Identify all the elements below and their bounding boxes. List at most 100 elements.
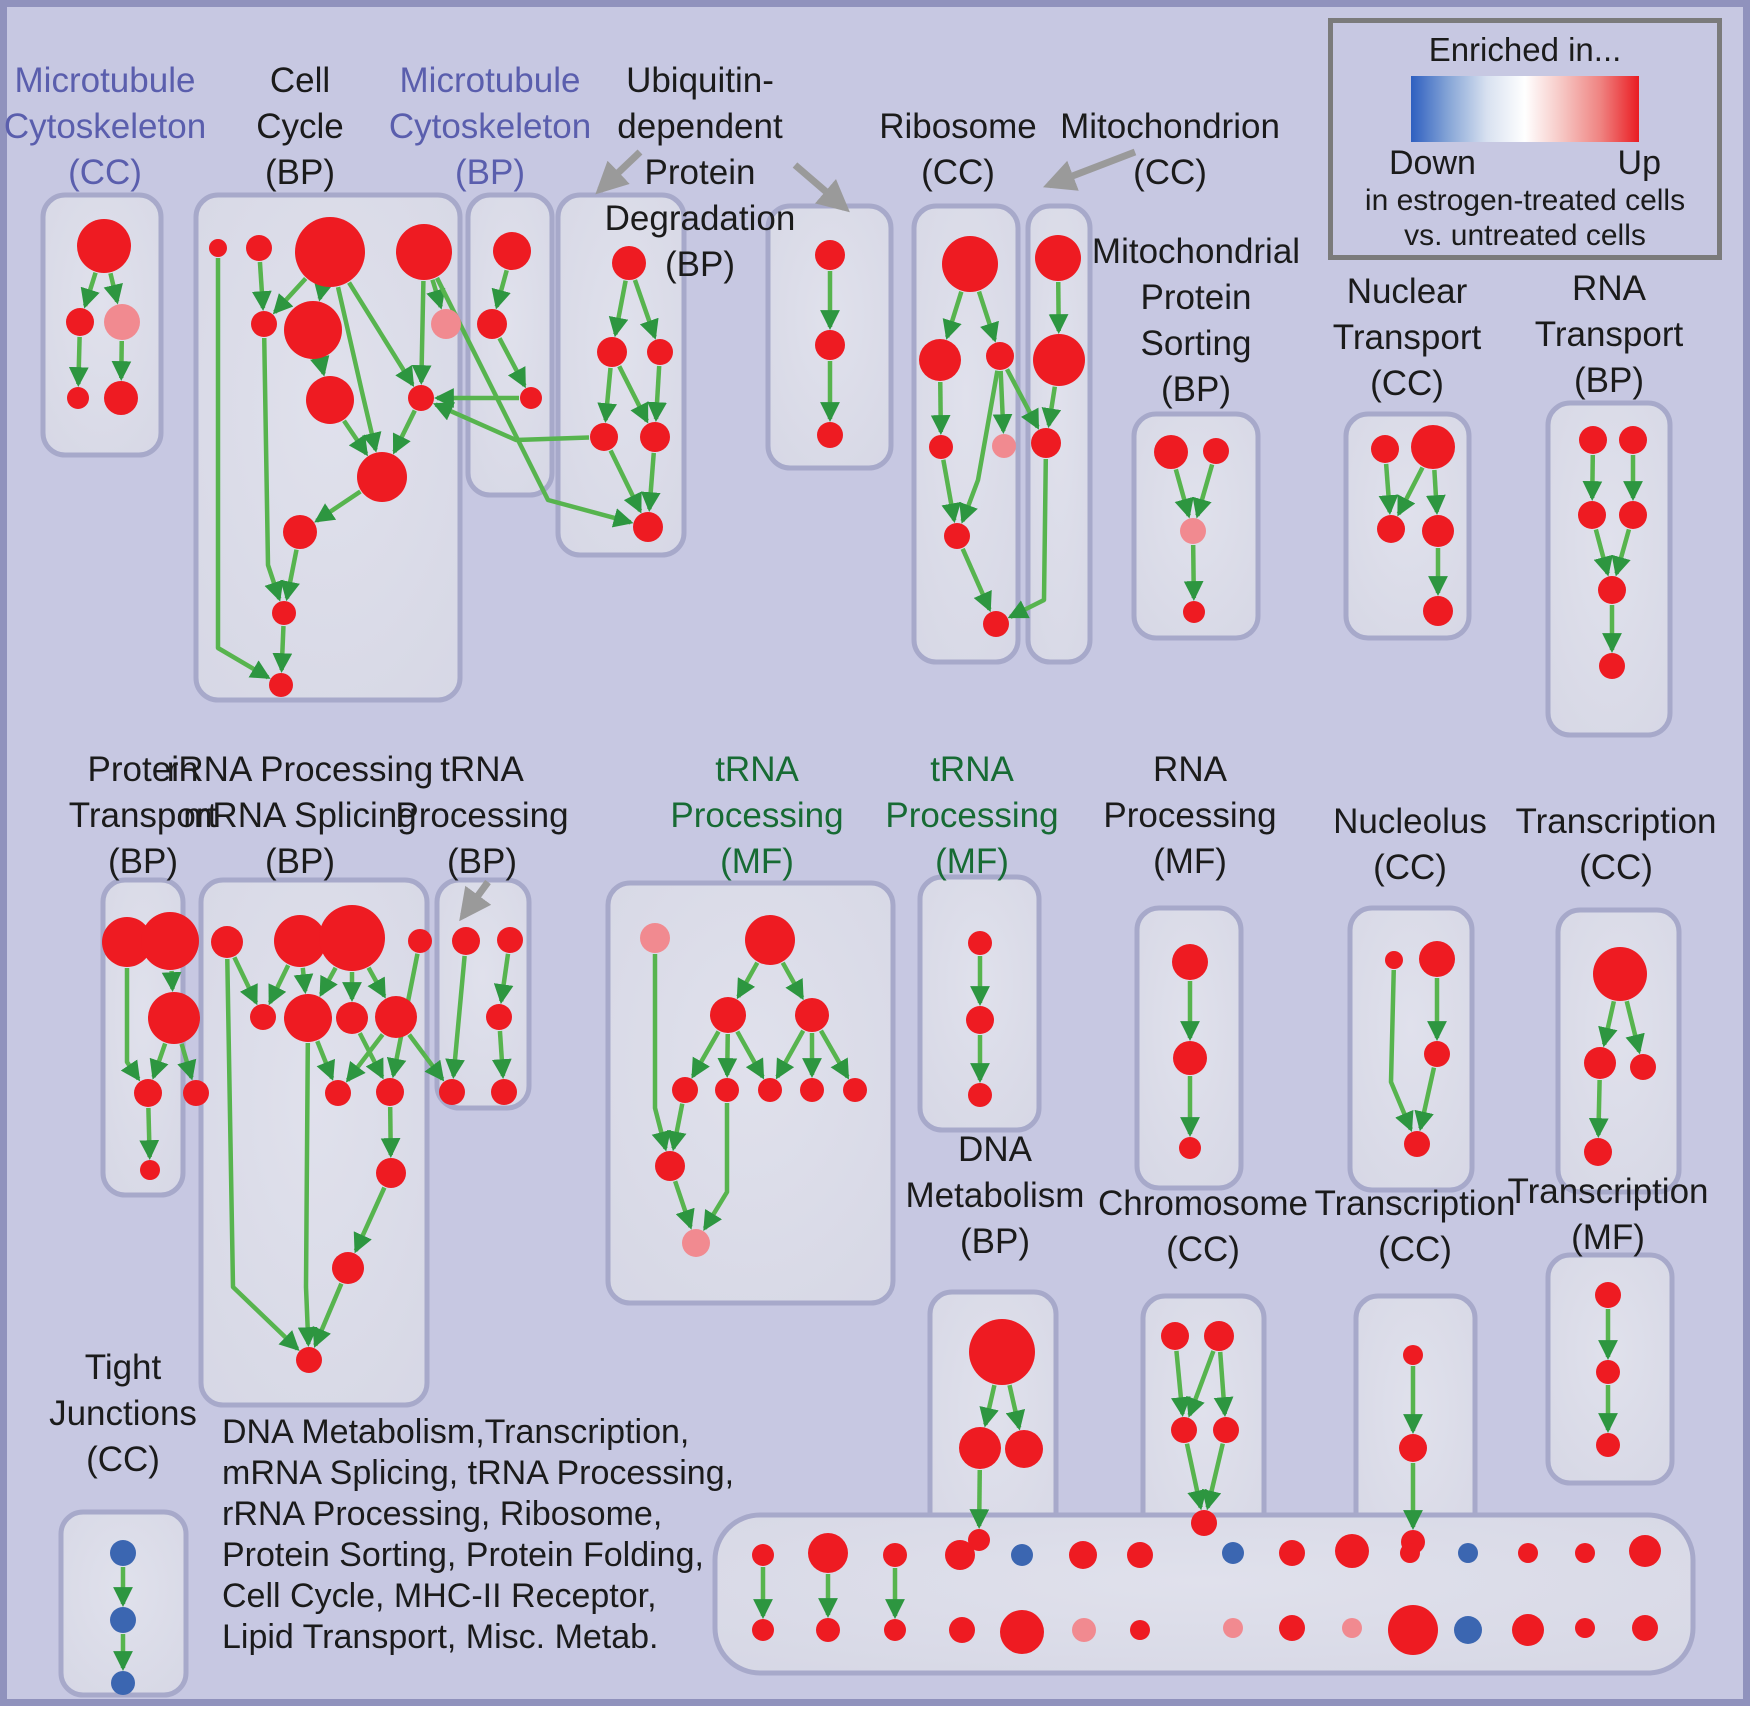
node-rr5: [284, 994, 332, 1042]
cluster-label-trna-mf-2: tRNA: [930, 750, 1014, 789]
node-pt0: [102, 917, 152, 967]
cluster-label-transcription-mf: Transcription: [1508, 1172, 1709, 1211]
node-tc0: [1593, 947, 1647, 1001]
misc-text-line: Cell Cycle, MHC-II Receptor,: [222, 1577, 657, 1615]
cluster-label-rna-processing: RNA: [1153, 750, 1228, 789]
node-ub3: [590, 423, 618, 451]
node-m12b: [1454, 1616, 1482, 1644]
node-m11a: [1400, 1543, 1420, 1563]
cluster-label-ubiquitin: Degradation: [605, 199, 796, 238]
node-nt4: [1423, 596, 1453, 626]
edge-rr2-rr7: [366, 966, 387, 999]
node-cc6: [431, 309, 461, 339]
node-ts2: [968, 1083, 992, 1107]
cluster-label-nucleolus: (CC): [1373, 848, 1447, 887]
node-mtc2: [104, 304, 140, 340]
misc-text-line: mRNA Splicing, tRNA Processing,: [222, 1454, 735, 1492]
node-tmf0: [1595, 1282, 1621, 1308]
cluster-label-rrna-mrna: mRNA Splicing: [183, 796, 416, 835]
node-rp1: [1173, 1041, 1207, 1075]
cluster-label-nuclear-transport: Transport: [1333, 318, 1482, 357]
cluster-box-transcription-cc-mid: [1555, 907, 1682, 1195]
legend: Enriched in... Down Up in estrogen-treat…: [1328, 18, 1722, 260]
cluster-label-mt-bp: Microtubule: [400, 61, 581, 100]
node-tm2: [710, 997, 746, 1033]
node-rr11: [332, 1252, 364, 1284]
edge-tm2-tm5: [717, 1033, 738, 1078]
cluster-label-transcription-cc-mid: Transcription: [1516, 802, 1717, 841]
edge-mtb0-mtb1: [491, 269, 511, 310]
node-ta1: [497, 927, 523, 953]
node-cc1: [246, 235, 272, 261]
node-m5b: [1000, 1610, 1044, 1654]
node-ta4: [491, 1079, 517, 1105]
node-m9b: [1279, 1615, 1305, 1641]
node-rr2: [319, 905, 385, 971]
edge-dm1-dm3: [969, 1469, 990, 1529]
node-nu1: [1419, 941, 1455, 977]
node-tm6: [758, 1078, 782, 1102]
edge-pt2-pt4: [177, 1043, 197, 1081]
node-mi0: [1035, 235, 1081, 281]
node-nt3: [1422, 515, 1454, 547]
node-m10a: [1335, 1534, 1369, 1568]
node-tm3: [795, 998, 829, 1032]
node-rp2: [1179, 1137, 1201, 1159]
misc-text-line: Lipid Transport, Misc. Metab.: [222, 1618, 659, 1656]
node-ts0: [968, 931, 992, 955]
node-tj1: [110, 1607, 136, 1633]
edge-nt0-nt2: [1378, 463, 1399, 516]
cluster-label-ubiquitin: Protein: [645, 153, 756, 192]
node-m4a: [945, 1540, 975, 1570]
node-nt1: [1411, 425, 1455, 469]
cluster-label-ubiquitin: Ubiquitin-: [626, 61, 774, 100]
edge-tm1-tm3: [780, 961, 805, 1001]
legend-title: Enriched in...: [1428, 31, 1622, 68]
node-tm7: [800, 1078, 824, 1102]
edge-rt2-rt4: [1593, 528, 1613, 577]
node-cc4: [251, 311, 277, 337]
node-cr2: [1171, 1417, 1197, 1443]
node-cr4: [1191, 1510, 1217, 1536]
node-m15a: [1629, 1535, 1661, 1567]
edge-cc3-cc6: [426, 279, 446, 310]
node-ta0: [452, 927, 480, 955]
edge-rb2-rb5: [959, 370, 1000, 524]
node-ms3: [1183, 601, 1205, 623]
node-ts1: [966, 1006, 994, 1034]
edge-rb1-rb3: [930, 381, 951, 435]
node-m10b: [1342, 1618, 1362, 1638]
node-tc2: [1630, 1054, 1656, 1080]
node-ub1: [597, 337, 627, 367]
cluster-label-transcription-cc-bot: Transcription: [1315, 1184, 1516, 1223]
edge-rb2-mi2: [1005, 368, 1040, 430]
edge-tm2-tm6: [735, 1030, 765, 1080]
node-m4b: [949, 1617, 975, 1643]
cluster-label-rna-transport: Transport: [1535, 315, 1684, 354]
cluster-label-cell-cycle: Cycle: [256, 107, 344, 146]
edge-rr0-rr4: [232, 956, 259, 1006]
cluster-label-mito-sorting: Protein: [1141, 278, 1252, 317]
edge-rr10-rr11: [353, 1186, 387, 1254]
node-cc8: [408, 385, 434, 411]
edge-pt3-pt5: [139, 1107, 160, 1160]
node-m2b: [816, 1618, 840, 1642]
node-ch0: [815, 240, 845, 270]
edge-cc3-cc8: [411, 280, 432, 385]
misc-pathways-text: DNA Metabolism,Transcription, mRNA Splic…: [222, 1412, 734, 1658]
node-rt1: [1619, 426, 1647, 454]
legend-up-label: Up: [1617, 144, 1661, 182]
edge-nu2-nu3: [1414, 1067, 1437, 1132]
node-mtb0: [493, 232, 531, 270]
cluster-box-misc: [712, 1512, 1696, 1676]
node-tm10: [682, 1229, 710, 1257]
edge-cc0-cc12: [215, 258, 271, 680]
edge-cr1-cr2: [1186, 1350, 1216, 1418]
cluster-label-trna-bp: tRNA: [440, 750, 524, 789]
edge-cc5-cc7: [310, 355, 330, 377]
node-ms1: [1203, 438, 1229, 464]
node-tm4: [672, 1077, 698, 1103]
node-tj0: [110, 1540, 136, 1566]
edge-cc8-cc9: [392, 409, 417, 455]
